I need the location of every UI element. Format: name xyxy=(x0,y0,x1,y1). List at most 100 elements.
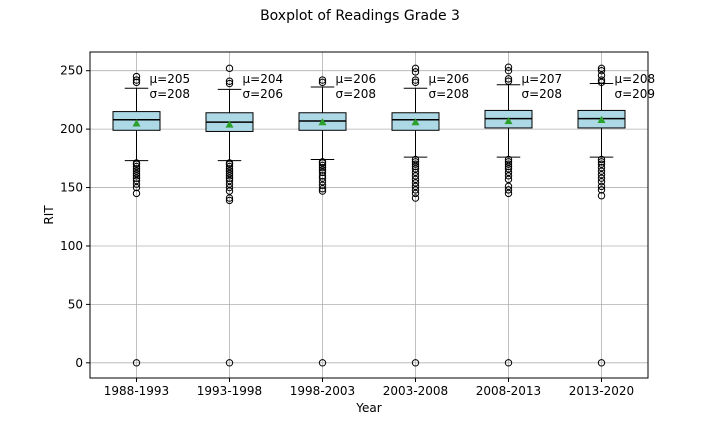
outlier-point xyxy=(411,64,420,73)
y-tick-label: 100 xyxy=(60,239,83,253)
outlier-point xyxy=(318,76,327,84)
outlier-point xyxy=(132,72,141,81)
outlier-point xyxy=(225,174,234,182)
outlier-point xyxy=(504,182,513,191)
outlier-point xyxy=(597,64,606,73)
outlier-point xyxy=(597,78,606,87)
x-tick-label: 2013-2020 xyxy=(569,384,634,398)
outlier-point xyxy=(504,175,513,184)
sigma-annotation: σ=208 xyxy=(522,87,563,101)
outlier-point xyxy=(597,177,606,186)
outlier-point xyxy=(411,76,420,84)
outlier-point xyxy=(318,359,327,367)
outlier-point xyxy=(597,71,606,80)
outlier-point xyxy=(411,179,420,187)
outlier-point xyxy=(411,175,420,184)
mean-annotation: μ=204 xyxy=(243,72,284,86)
outlier-point xyxy=(318,177,327,186)
outlier-point xyxy=(225,172,234,180)
outlier-point xyxy=(411,194,420,202)
outlier-point xyxy=(132,180,141,188)
mean-marker xyxy=(411,118,420,126)
outlier-point xyxy=(411,359,420,367)
x-tick-label: 1993-1998 xyxy=(197,384,262,398)
outlier-point xyxy=(225,165,234,173)
outlier-point xyxy=(318,172,327,180)
axis-layer: 0 50 100 150 200 250 1988-1993 1993-1998 1998-20… xyxy=(60,64,634,398)
outlier-point xyxy=(225,176,234,185)
outlier-point xyxy=(504,75,513,83)
outlier-point xyxy=(225,194,234,202)
x-axis-label: Year xyxy=(355,401,381,415)
outlier-point xyxy=(411,160,420,168)
outlier-point xyxy=(411,158,420,166)
outlier-point xyxy=(318,166,327,174)
outlier-point xyxy=(318,158,327,166)
plot-frame xyxy=(89,51,649,379)
outlier-point xyxy=(132,176,141,185)
mean-annotation: μ=205 xyxy=(150,72,191,86)
y-tick-label: 0 xyxy=(75,356,83,370)
outlier-point xyxy=(225,180,234,188)
box-group xyxy=(391,64,440,367)
mean-annotation: μ=207 xyxy=(522,72,563,86)
outlier-point xyxy=(504,160,513,168)
outlier-point xyxy=(225,169,234,178)
outlier-point xyxy=(411,172,420,180)
outlier-point xyxy=(597,359,606,367)
outlier-point xyxy=(132,162,141,171)
box-group xyxy=(298,76,347,367)
sigma-annotation: σ=209 xyxy=(615,87,656,101)
outlier-point xyxy=(504,158,513,166)
x-tick-label: 2008-2013 xyxy=(476,384,541,398)
outlier-point xyxy=(504,186,513,194)
outlier-point xyxy=(132,174,141,182)
outlier-point xyxy=(597,186,606,194)
outlier-point xyxy=(318,185,327,193)
outlier-point xyxy=(411,182,420,191)
sigma-annotation: σ=208 xyxy=(150,87,191,101)
outlier-point xyxy=(411,168,420,177)
sigma-annotation: σ=208 xyxy=(336,87,377,101)
outlier-point xyxy=(318,161,327,170)
outlier-point xyxy=(597,192,606,200)
outlier-point xyxy=(132,359,141,367)
outlier-point xyxy=(132,165,141,173)
mean-marker xyxy=(132,119,141,127)
outlier-point xyxy=(411,165,420,173)
outlier-point xyxy=(411,78,420,87)
chart-title: Boxplot of Readings Grade 3 xyxy=(260,8,460,24)
outlier-point xyxy=(411,155,420,164)
outlier-point xyxy=(504,168,513,177)
outlier-point xyxy=(597,66,606,75)
box-group xyxy=(484,63,533,367)
outlier-point xyxy=(318,187,327,195)
mean-marker xyxy=(225,120,234,128)
outlier-point xyxy=(132,172,141,180)
x-tick-label: 1998-2003 xyxy=(290,384,355,398)
outlier-point xyxy=(132,183,141,192)
outlier-point xyxy=(504,162,513,171)
outlier-point xyxy=(225,162,234,171)
outlier-point xyxy=(597,76,606,84)
outlier-point xyxy=(504,359,513,367)
outlier-point xyxy=(225,64,234,73)
sigma-annotation: σ=208 xyxy=(429,87,470,101)
outlier-point xyxy=(597,158,606,166)
outlier-point xyxy=(225,167,234,175)
outlier-point xyxy=(318,174,327,182)
outlier-point xyxy=(225,359,234,367)
box-group xyxy=(205,64,254,367)
outlier-point xyxy=(597,174,606,182)
outlier-point xyxy=(504,77,513,85)
outlier-point xyxy=(225,196,234,205)
outlier-point xyxy=(225,187,234,195)
outlier-point xyxy=(504,63,513,71)
x-tick-label: 1988-1993 xyxy=(104,384,169,398)
outlier-point xyxy=(411,186,420,194)
y-tick-label: 50 xyxy=(68,297,83,311)
outlier-point xyxy=(411,162,420,171)
outlier-point xyxy=(504,66,513,75)
outlier-point xyxy=(132,159,141,167)
outlier-point xyxy=(225,183,234,192)
